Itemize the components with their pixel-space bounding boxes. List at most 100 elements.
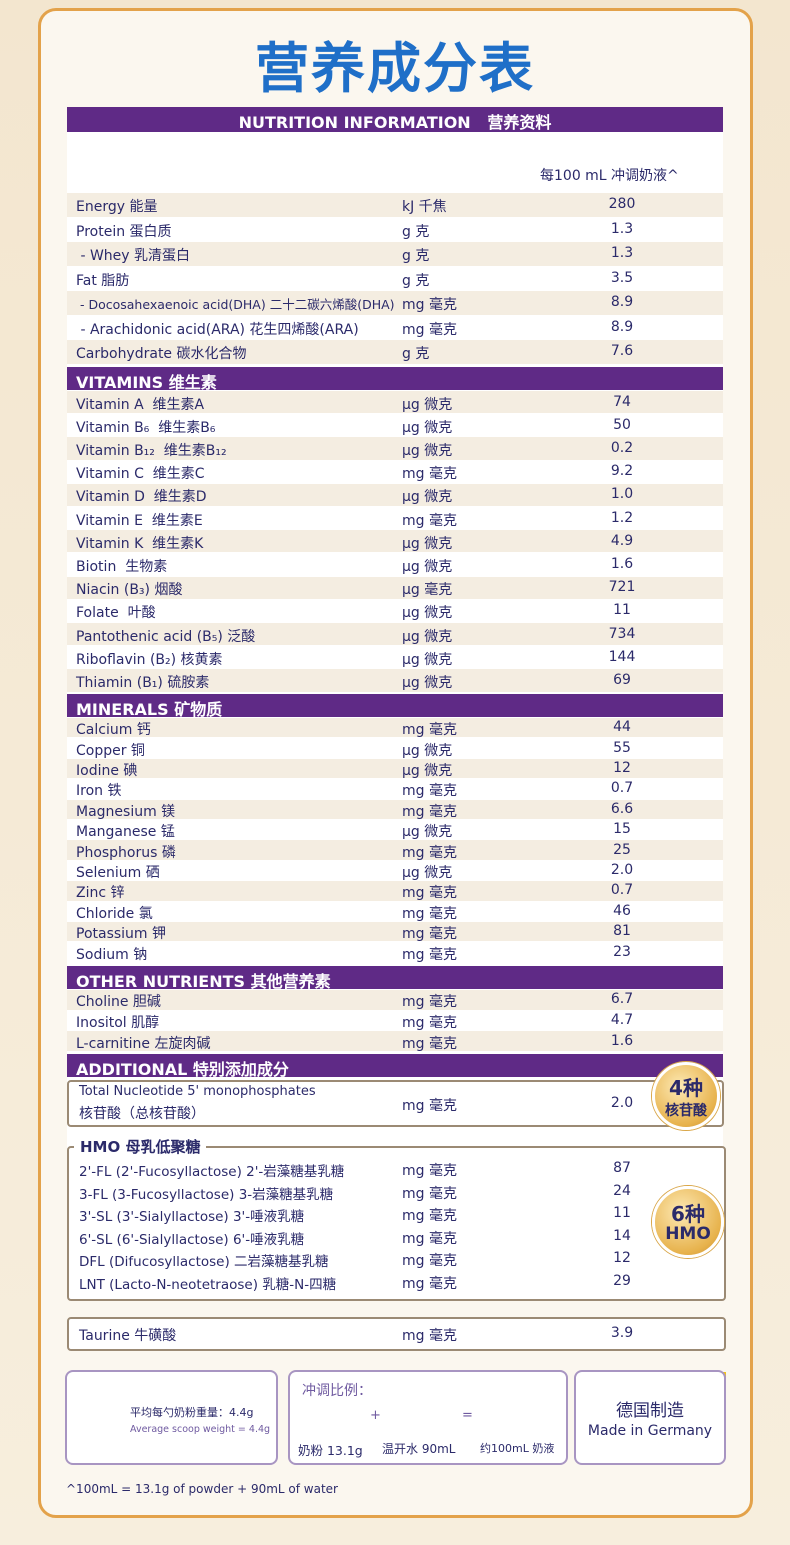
- value: 721: [608, 579, 636, 596]
- row-bg: [67, 553, 723, 576]
- nutrient-name: Vitamin K 维生素K: [76, 535, 204, 552]
- nutrient-name: Energy 能量: [76, 199, 158, 216]
- unit: μg 微克: [402, 824, 453, 841]
- value: 6.7: [610, 991, 634, 1008]
- section-bar: [67, 694, 723, 717]
- ratio-item: 奶粉 13.1g: [298, 1443, 363, 1458]
- row-bg: [67, 922, 723, 942]
- row-bg: [67, 266, 723, 290]
- nutrient-name: - Docosahexaenoic acid(DHA) 二十二碳六烯酸(DHA): [76, 297, 395, 313]
- scoop-panel: [65, 1370, 278, 1465]
- value: 1.3: [610, 220, 634, 237]
- row-bg: [67, 315, 723, 339]
- unit: μg 微克: [402, 651, 453, 668]
- section-title: MINERALS 矿物质: [76, 700, 223, 719]
- value: 8.9: [610, 294, 634, 311]
- section-bar: [67, 367, 723, 390]
- unit: μg 毫克: [402, 582, 453, 599]
- value: 4.9: [610, 532, 634, 549]
- unit: μg 微克: [402, 443, 453, 459]
- unit: g 克: [402, 248, 430, 265]
- value: 12: [613, 760, 631, 776]
- footnote: ^100mL = 13.1g of powder + 90mL of water: [66, 1482, 338, 1496]
- nutrient-name: Calcium 钙: [76, 722, 151, 739]
- row-bg: [67, 646, 723, 669]
- value: 44: [613, 719, 631, 736]
- unit: mg 毫克: [402, 512, 457, 529]
- unit: mg 毫克: [402, 1230, 457, 1247]
- nutrient-name: Taurine 牛磺酸: [79, 1328, 177, 1344]
- unit: mg 毫克: [402, 926, 457, 943]
- nutrient-name: Biotin 生物素: [76, 559, 168, 575]
- value: 1.2: [610, 509, 634, 526]
- row-bg: [67, 881, 723, 901]
- row-bg: [67, 901, 723, 921]
- value: 29: [613, 1273, 631, 1289]
- badge-text: 6种: [671, 1202, 705, 1226]
- ratio-item: 约100mL 奶液: [480, 1442, 555, 1455]
- nutrient-name: Choline 胆碱: [76, 994, 161, 1011]
- unit: μg 微克: [402, 763, 453, 779]
- unit: μg 微克: [402, 396, 453, 413]
- row-bg: [67, 718, 723, 738]
- unit: mg 毫克: [402, 1035, 457, 1052]
- row-bg: [67, 437, 723, 460]
- unit: μg 微克: [402, 419, 453, 436]
- nutrient-name: Copper 铜: [76, 742, 145, 759]
- value: 25: [613, 841, 631, 858]
- nutrient-name: Iodine 碘: [76, 763, 138, 779]
- row-bg: [67, 1010, 723, 1031]
- value: 3.5: [610, 269, 634, 286]
- row-bg: [67, 840, 723, 860]
- badge-text: HMO: [665, 1224, 711, 1244]
- nutrient-name: Phosphorus 磷: [76, 844, 176, 861]
- section-bar: [67, 966, 723, 989]
- unit: mg 毫克: [402, 946, 457, 963]
- nutrient-name: Vitamin C 维生素C: [76, 466, 205, 483]
- row-bg: [67, 623, 723, 646]
- value: 2.0: [610, 862, 634, 878]
- value: 81: [613, 923, 631, 940]
- nutrient-name: Sodium 钠: [76, 946, 148, 963]
- nutrient-name: Iron 铁: [76, 783, 122, 800]
- badge-text: 核苷酸: [665, 1103, 707, 1119]
- row-bg: [67, 576, 723, 599]
- row-bg: [67, 1031, 723, 1051]
- column-header: 每100 mL 冲调奶液^: [540, 168, 679, 184]
- hmo-title: HMO 母乳低聚糖: [74, 1136, 207, 1157]
- row-bg: [67, 599, 723, 622]
- unit: mg 毫克: [402, 844, 457, 861]
- row-bg: [67, 758, 723, 779]
- value: 1.0: [610, 486, 634, 503]
- unit: μg 微克: [402, 675, 453, 691]
- value: 8.9: [610, 318, 634, 335]
- value: 7.6: [610, 343, 634, 360]
- row-bg: [67, 942, 723, 962]
- value: 23: [613, 943, 631, 960]
- nutrient-name: Magnesium 镁: [76, 803, 176, 820]
- row-bg: [67, 460, 723, 483]
- row-bg: [67, 799, 723, 819]
- row-bg: [67, 530, 723, 553]
- value: 11: [613, 1205, 631, 1222]
- unit: μg 微克: [402, 628, 453, 645]
- nutrient-name: Protein 蛋白质: [76, 223, 172, 240]
- value: 24: [613, 1182, 631, 1199]
- section-title: VITAMINS 维生素: [76, 373, 217, 392]
- unit: mg 毫克: [402, 1276, 457, 1292]
- unit: mg 毫克: [402, 1163, 457, 1179]
- row-bg: [67, 414, 723, 437]
- hmo-name: LNT (Lacto-N-neotetraose) 乳糖-N-四糖: [79, 1277, 337, 1293]
- value: 3.9: [610, 1325, 634, 1341]
- hmo-name: 3-FL (3-Fucosyllactose) 3-岩藻糖基乳糖: [79, 1186, 334, 1203]
- nutrient-name: - Arachidonic acid(ARA) 花生四烯酸(ARA): [76, 321, 359, 338]
- value: 280: [608, 196, 636, 213]
- scoop-text: 平均每勺奶粉重量：4.4g: [130, 1406, 254, 1419]
- unit: mg 毫克: [402, 321, 457, 338]
- hmo-box: [67, 1146, 726, 1301]
- nutrient-name: - Whey 乳清蛋白: [76, 248, 191, 265]
- value: 69: [613, 672, 631, 688]
- hmo-name: 3'-SL (3'-Sialyllactose) 3'-唾液乳糖: [79, 1209, 305, 1226]
- value: 1.6: [610, 556, 634, 572]
